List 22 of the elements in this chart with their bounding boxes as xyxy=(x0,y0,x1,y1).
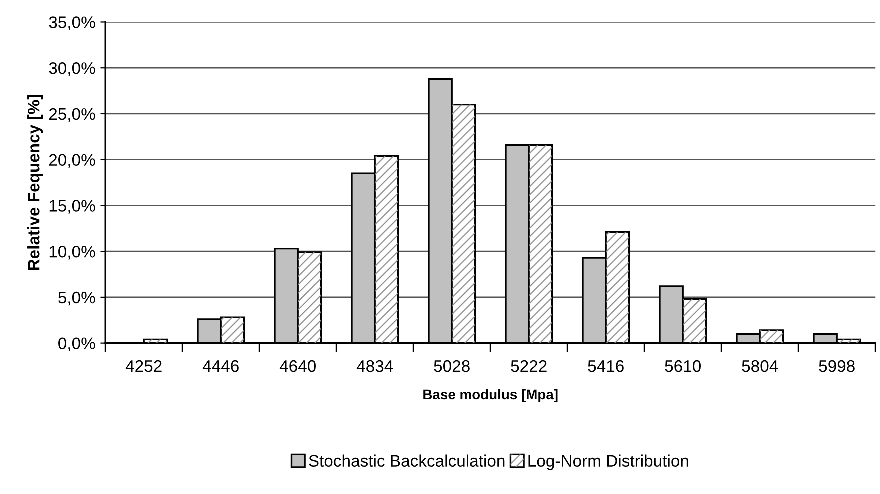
x-tick-label: 4834 xyxy=(356,360,394,372)
y-tick-label: 25,0% xyxy=(49,108,96,122)
x-tick-label: 4640 xyxy=(280,360,316,372)
x-tick-label: 5416 xyxy=(588,360,624,372)
x-tick-label: 5028 xyxy=(434,360,470,372)
legend-label: Log-Norm Distribution xyxy=(528,454,688,470)
y-axis-title: Relative Fequency [%] xyxy=(28,95,44,270)
legend-label: Stochastic Backcalculation xyxy=(309,454,505,467)
y-tick-label: 0,0% xyxy=(58,338,96,352)
x-tick-label: 5804 xyxy=(742,360,778,372)
y-tick-label: 15,0% xyxy=(50,200,96,214)
y-tick-label: 20,0% xyxy=(49,154,96,168)
x-axis-title: Base modulus [Mpa] xyxy=(424,389,558,402)
y-tick-label: 35,0% xyxy=(49,16,96,30)
x-tick-label: 4446 xyxy=(202,360,239,372)
x-tick-label: 4252 xyxy=(126,360,162,372)
x-tick-label: 5998 xyxy=(819,360,855,372)
x-tick-label: 5222 xyxy=(511,360,547,372)
y-tick-label: 30,0% xyxy=(49,62,96,76)
x-tick-label: 5610 xyxy=(665,360,701,372)
y-tick-label: 5,0% xyxy=(58,292,96,306)
y-tick-label: 10,0% xyxy=(50,246,96,260)
